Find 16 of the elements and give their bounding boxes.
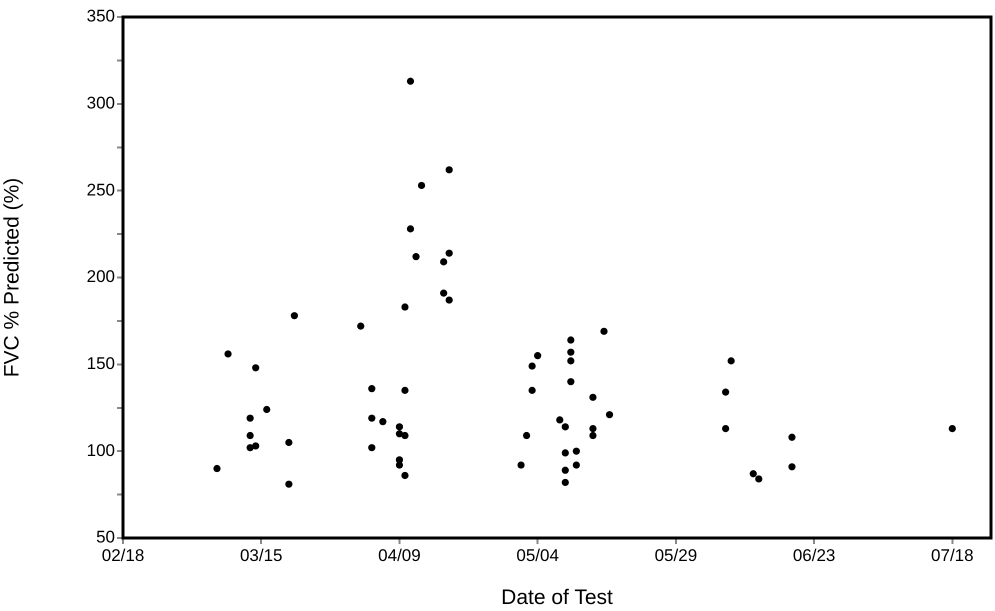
x-tick-label: 02/18 <box>102 546 144 565</box>
y-tick-label: 100 <box>86 440 115 460</box>
x-tick-label: 05/04 <box>516 546 559 565</box>
y-tick-label: 300 <box>86 94 115 113</box>
y-tick-label: 250 <box>86 180 115 200</box>
y-tick-label: 150 <box>86 354 115 374</box>
x-tick-label: 03/15 <box>240 546 282 565</box>
x-tick-label: 04/09 <box>378 546 421 565</box>
x-tick-label: 07/18 <box>931 546 974 565</box>
x-tick-label: 05/29 <box>654 546 698 565</box>
x-axis-title: Date of Test <box>501 586 613 610</box>
y-tick-label: 50 <box>96 528 115 547</box>
x-tick-label: 06/23 <box>792 546 836 565</box>
y-tick-label: 200 <box>86 267 115 286</box>
y-tick-label: 350 <box>86 6 115 26</box>
y-axis-title: FVC % Predicted (%) <box>0 178 24 378</box>
